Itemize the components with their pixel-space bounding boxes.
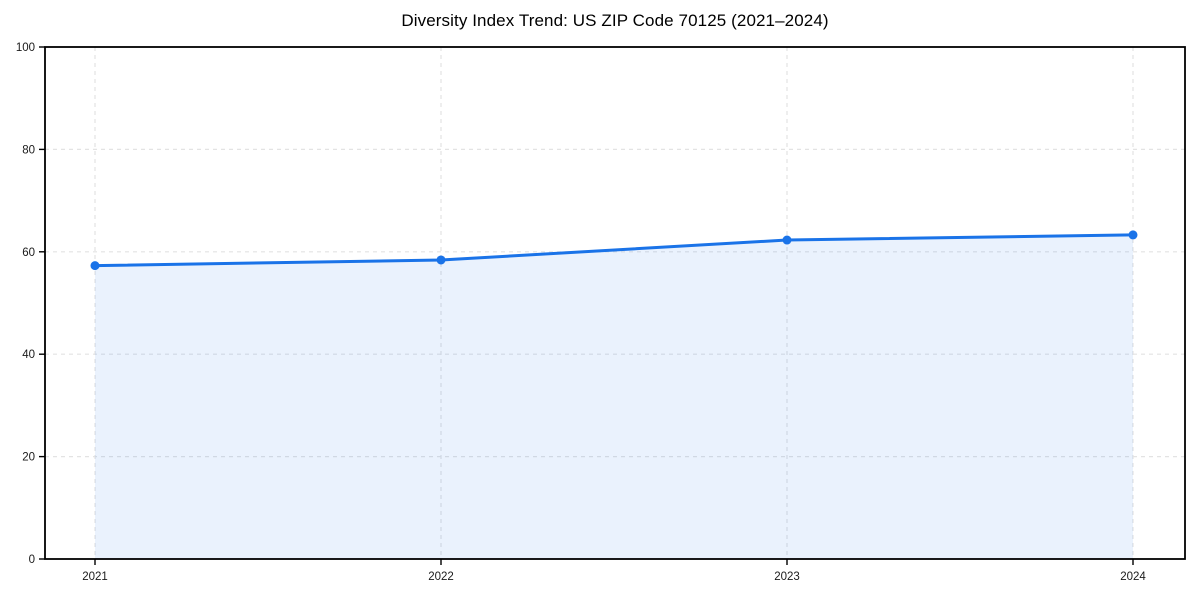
chart-title: Diversity Index Trend: US ZIP Code 70125… (401, 11, 829, 30)
y-tick-label: 40 (22, 349, 35, 361)
data-point (90, 261, 100, 271)
y-tick-label: 20 (22, 452, 35, 464)
series-line (93, 233, 1135, 268)
y-tick-label: 0 (29, 554, 35, 566)
area-fill (95, 234, 1133, 559)
x-tick-label: 2022 (428, 571, 454, 583)
y-tick-label: 80 (22, 144, 35, 156)
y-tick-label: 100 (16, 42, 35, 54)
data-point (782, 235, 792, 245)
x-tick-label: 2021 (82, 571, 108, 583)
y-tick-label: 60 (22, 247, 35, 259)
plot-border (44, 46, 1186, 560)
data-point (436, 255, 446, 265)
x-tick-label: 2023 (774, 571, 800, 583)
data-point (1128, 230, 1138, 240)
x-tick-label: 2024 (1120, 571, 1146, 583)
